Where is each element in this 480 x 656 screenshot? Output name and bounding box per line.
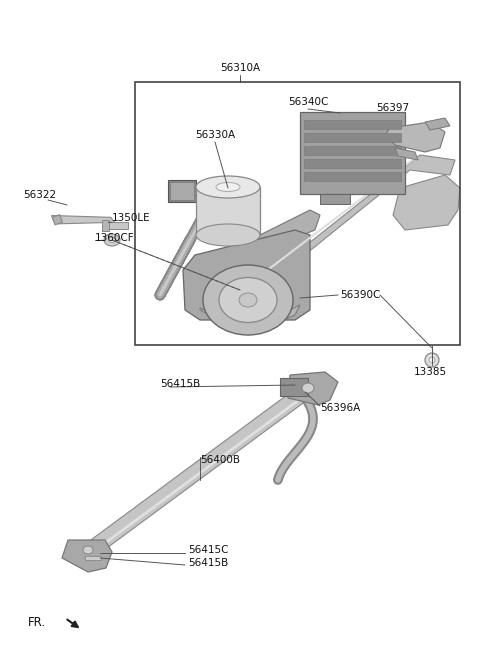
Bar: [196, 187, 260, 235]
Bar: [320, 194, 350, 204]
Polygon shape: [288, 372, 338, 405]
Ellipse shape: [108, 237, 116, 243]
Text: FR.: FR.: [28, 615, 46, 628]
Bar: [280, 378, 308, 396]
Polygon shape: [62, 540, 112, 572]
Polygon shape: [395, 148, 418, 160]
Text: 56322: 56322: [24, 190, 57, 200]
Polygon shape: [200, 305, 300, 335]
Ellipse shape: [302, 383, 314, 393]
Text: 56330A: 56330A: [195, 130, 235, 140]
Text: 56415B: 56415B: [188, 558, 228, 568]
Text: 56415B: 56415B: [160, 379, 200, 389]
Bar: [168, 180, 196, 202]
Ellipse shape: [203, 265, 293, 335]
Text: 56390C: 56390C: [340, 290, 380, 300]
Polygon shape: [385, 122, 445, 152]
Bar: [135, 82, 460, 345]
Ellipse shape: [196, 224, 260, 246]
Bar: [304, 120, 401, 129]
Bar: [304, 159, 401, 168]
Text: 1360CF: 1360CF: [95, 233, 134, 243]
Ellipse shape: [429, 357, 435, 363]
Polygon shape: [83, 382, 315, 558]
Bar: [102, 222, 128, 229]
Text: 56397: 56397: [376, 103, 409, 113]
Polygon shape: [425, 118, 450, 130]
Ellipse shape: [196, 176, 260, 198]
Polygon shape: [51, 215, 115, 224]
Bar: [85, 556, 101, 560]
Ellipse shape: [219, 277, 277, 323]
Ellipse shape: [83, 546, 93, 554]
Bar: [170, 182, 194, 200]
Text: 56340C: 56340C: [288, 97, 328, 107]
Text: 56310A: 56310A: [220, 63, 260, 73]
Text: 13385: 13385: [413, 367, 446, 377]
Ellipse shape: [425, 353, 439, 367]
Polygon shape: [240, 155, 455, 295]
Ellipse shape: [216, 182, 240, 192]
Text: 1350LE: 1350LE: [112, 213, 151, 223]
Bar: [102, 220, 109, 231]
Bar: [304, 133, 401, 142]
Polygon shape: [200, 210, 320, 280]
Bar: [304, 146, 401, 155]
Bar: [300, 112, 405, 194]
Polygon shape: [393, 175, 460, 230]
Text: 56415C: 56415C: [188, 545, 228, 555]
Text: 56396A: 56396A: [320, 403, 360, 413]
Text: 56400B: 56400B: [200, 455, 240, 465]
Bar: [304, 172, 401, 181]
Polygon shape: [52, 215, 62, 225]
Polygon shape: [183, 230, 310, 320]
Ellipse shape: [104, 234, 120, 246]
Ellipse shape: [239, 293, 257, 307]
